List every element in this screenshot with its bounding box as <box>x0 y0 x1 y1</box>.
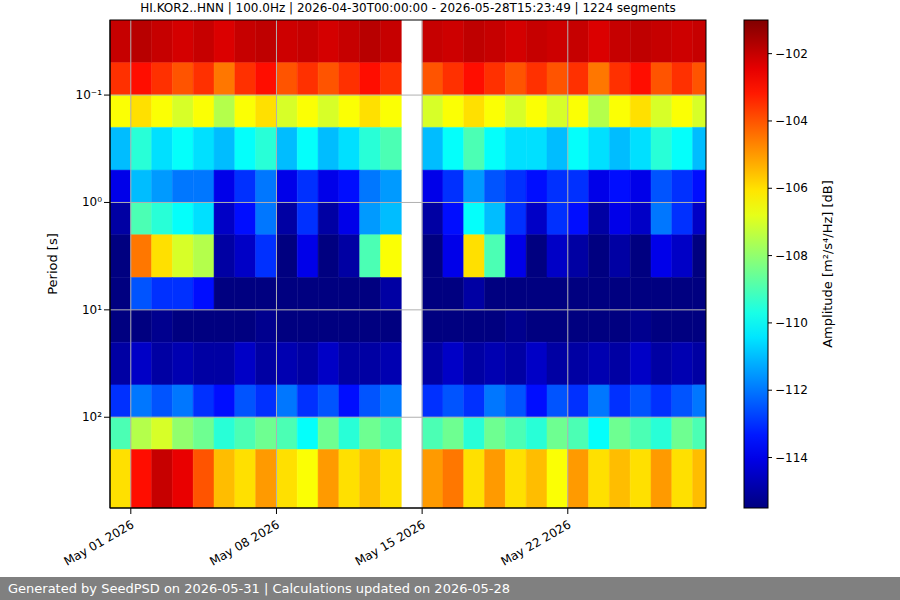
svg-text:−102: −102 <box>775 47 808 61</box>
svg-text:−114: −114 <box>775 451 808 465</box>
svg-text:May 08 2026: May 08 2026 <box>207 517 282 568</box>
svg-text:10⁰: 10⁰ <box>82 195 102 209</box>
svg-text:HI.KOR2..HNN | 100.0Hz | 2026-: HI.KOR2..HNN | 100.0Hz | 2026-04-30T00:0… <box>140 1 675 15</box>
svg-text:−110: −110 <box>775 316 808 330</box>
svg-text:−106: −106 <box>775 181 808 195</box>
svg-text:Period [s]: Period [s] <box>45 233 60 295</box>
svg-text:−112: −112 <box>775 383 808 397</box>
svg-text:May 01 2026: May 01 2026 <box>62 517 137 568</box>
svg-text:Amplitude [m²/s⁴/Hz] [dB]: Amplitude [m²/s⁴/Hz] [dB] <box>820 180 835 348</box>
svg-text:−108: −108 <box>775 249 808 263</box>
svg-text:Generated by SeedPSD on 2026-0: Generated by SeedPSD on 2026-05-31 | Cal… <box>8 581 510 596</box>
svg-text:−104: −104 <box>775 114 808 128</box>
svg-text:10⁻¹: 10⁻¹ <box>76 88 103 102</box>
svg-text:10²: 10² <box>82 410 102 424</box>
svg-text:May 22 2026: May 22 2026 <box>499 517 574 568</box>
svg-text:10¹: 10¹ <box>82 303 102 317</box>
svg-text:May 15 2026: May 15 2026 <box>353 517 428 568</box>
